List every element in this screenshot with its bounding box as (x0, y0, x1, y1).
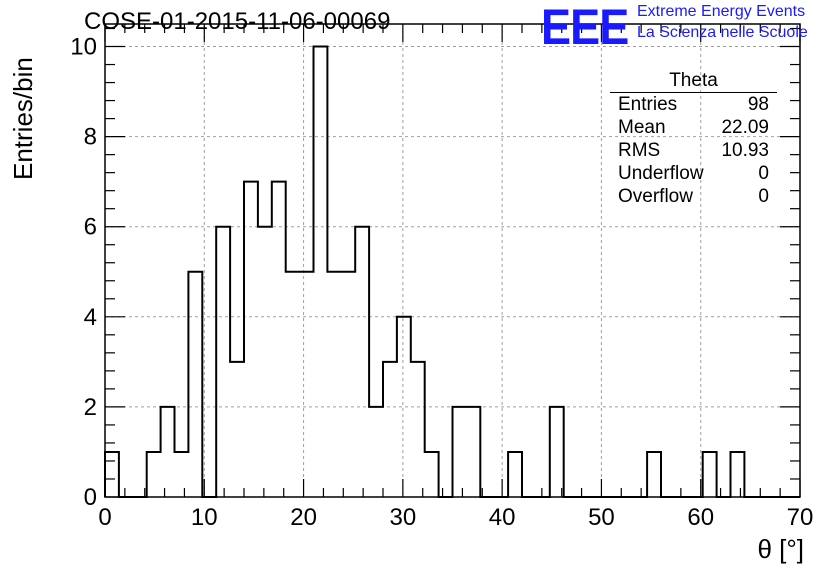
stats-label: Mean (618, 117, 666, 138)
logo-line-2: La Scienza nelle Scuole (637, 24, 808, 41)
x-axis-label: θ [°] (757, 534, 804, 564)
stats-value: 0 (758, 186, 769, 207)
histogram-bin (508, 452, 522, 497)
x-tick-label: 70 (787, 504, 814, 531)
histogram-bin (327, 272, 341, 497)
y-tick-label: 6 (84, 214, 97, 241)
x-tick-label: 0 (98, 504, 111, 531)
histogram-bin (703, 452, 717, 497)
x-tick-label: 60 (687, 504, 714, 531)
histogram-bin (175, 452, 189, 497)
stats-value: 0 (758, 163, 769, 184)
stats-label: RMS (618, 140, 661, 161)
histogram-bin (369, 407, 383, 497)
plot-frame (104, 23, 801, 498)
stats-value: 10.93 (721, 140, 769, 161)
stats-label: Overflow (618, 186, 693, 207)
run-title: COSE-01-2015-11-06-00069 (84, 8, 391, 35)
histogram-bin (383, 362, 397, 497)
x-tick-label: 20 (290, 504, 317, 531)
y-tick-label: 2 (84, 394, 97, 421)
y-tick-label: 10 (70, 34, 97, 61)
histogram-bin (230, 362, 244, 497)
histogram-bin (425, 452, 439, 497)
y-tick-label: 0 (84, 484, 97, 511)
stats-value: 22.09 (721, 117, 769, 138)
histogram-bin (411, 362, 425, 497)
x-tick-label: 50 (588, 504, 615, 531)
stats-label: Entries (618, 94, 678, 115)
histogram-bin (550, 407, 564, 497)
y-tick-label: 4 (84, 304, 97, 331)
histogram-bin (397, 317, 411, 497)
histogram-bin (258, 227, 272, 497)
histogram-bin (731, 452, 745, 497)
histogram-bin (466, 407, 480, 497)
histogram-bin (341, 272, 355, 497)
eee-logo: EEE (541, 0, 629, 55)
histogram-bin (272, 182, 286, 497)
stats-label: Underflow (618, 163, 704, 184)
histogram-bin (244, 182, 258, 497)
stats-row-entries: Entries 98 (610, 93, 777, 116)
histogram-bin (188, 272, 202, 497)
histogram-bin (147, 452, 161, 497)
logo-line-1: Extreme Energy Events (637, 3, 806, 20)
histogram-bin (355, 227, 369, 497)
histogram-bin (314, 47, 328, 497)
stats-box: Theta Entries 98 Mean 22.09 RMS 10.93 Un… (610, 70, 777, 208)
stats-row-mean: Mean 22.09 (610, 116, 777, 139)
x-tick-label: 40 (489, 504, 516, 531)
histogram-bin (647, 452, 661, 497)
x-tick-label: 30 (390, 504, 417, 531)
stats-row-overflow: Overflow 0 (610, 185, 777, 208)
histogram-bin (216, 227, 230, 497)
histogram-bin (105, 452, 119, 497)
histogram-bin (286, 272, 300, 497)
histogram-bin (161, 407, 175, 497)
stats-title: Theta (610, 70, 777, 93)
histogram-bin (453, 407, 467, 497)
y-tick-label: 8 (84, 124, 97, 151)
stats-row-rms: RMS 10.93 (610, 139, 777, 162)
stats-row-underflow: Underflow 0 (610, 162, 777, 185)
histogram-bin (300, 272, 314, 497)
x-tick-label: 10 (191, 504, 218, 531)
stats-value: 98 (747, 94, 769, 115)
y-axis-label: Entries/bin (8, 57, 38, 180)
